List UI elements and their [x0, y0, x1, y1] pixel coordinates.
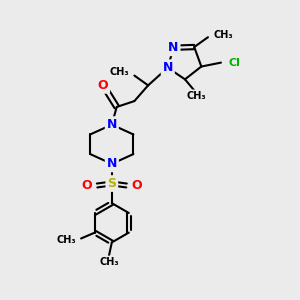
Text: CH₃: CH₃: [56, 236, 76, 245]
Text: S: S: [107, 177, 116, 190]
Text: O: O: [98, 79, 108, 92]
Text: N: N: [106, 158, 117, 170]
Text: N: N: [163, 61, 173, 74]
Text: CH₃: CH₃: [214, 30, 233, 40]
Text: CH₃: CH₃: [187, 91, 207, 101]
Text: N: N: [168, 41, 179, 54]
Text: Cl: Cl: [229, 58, 241, 68]
Text: N: N: [106, 118, 117, 131]
Text: CH₃: CH₃: [99, 257, 119, 267]
Text: O: O: [82, 179, 92, 192]
Text: CH₃: CH₃: [110, 67, 130, 76]
Text: O: O: [131, 179, 142, 192]
